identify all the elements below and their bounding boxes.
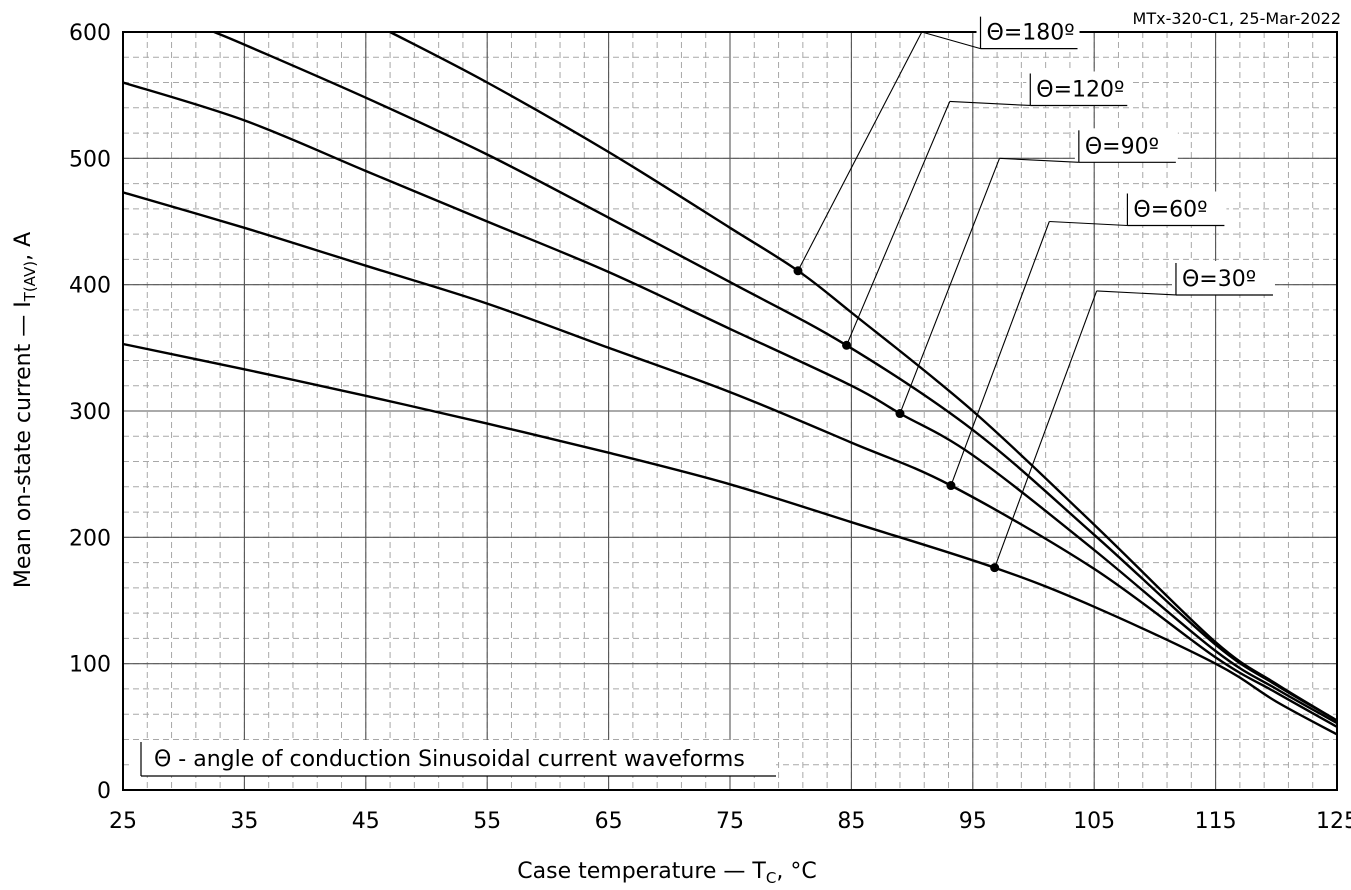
series-marker	[895, 409, 905, 419]
y-tick-label: 100	[69, 653, 111, 678]
y-tick-label: 600	[69, 21, 111, 46]
callout-bg	[1171, 260, 1275, 295]
callout-leader	[994, 290, 1098, 568]
series-marker	[793, 266, 803, 276]
x-tick-label: 25	[109, 809, 137, 834]
x-tick-label: 125	[1316, 809, 1351, 834]
callout-text: Θ=60º	[1133, 198, 1207, 223]
y-axis-title-sub: T(AV)	[21, 261, 39, 302]
callout-text: Θ=30º	[1182, 267, 1256, 292]
x-tick-label: 35	[230, 809, 258, 834]
plot-frame	[122, 31, 1338, 791]
x-tick-label: 105	[1073, 809, 1115, 834]
series-line	[389, 30, 1338, 722]
callout-label: Θ=180º	[921, 14, 1080, 50]
callout-leader	[797, 31, 923, 272]
x-axis-title-prefix: Case temperature — T	[517, 859, 766, 884]
y-axis-title: Mean on-state current — IT(AV), A	[11, 232, 39, 588]
callout-label: Θ=90º	[999, 128, 1178, 163]
y-axis-title-prefix: Mean on-state current — I	[11, 301, 36, 588]
x-tick-label: 75	[716, 809, 744, 834]
x-tick-label: 115	[1195, 809, 1237, 834]
y-tick-label: 200	[69, 526, 111, 551]
callout-text: Θ=120º	[1036, 77, 1124, 102]
callout-leader-tail	[1096, 290, 1176, 296]
callout-leader-tail	[949, 100, 1031, 107]
callout-label: Θ=60º	[1049, 191, 1227, 227]
series-marker	[842, 340, 852, 350]
callout-bg	[976, 14, 1080, 49]
y-tick-label: 500	[69, 147, 111, 172]
callout-leader-tail	[921, 31, 981, 50]
callout-label: Θ=30º	[1096, 260, 1275, 296]
callout-text: Θ=180º	[987, 21, 1075, 46]
callout-bg	[1074, 128, 1178, 163]
callout-leader-tail	[999, 157, 1079, 163]
y-tick-label: 400	[69, 274, 111, 299]
annotation-box: Θ - angle of conduction Sinusoidal curre…	[132, 740, 776, 777]
series-marker	[946, 481, 956, 491]
series-line	[122, 191, 1338, 728]
markers	[793, 266, 1000, 573]
annotation-box-bg	[132, 740, 776, 776]
x-tick-label: 95	[959, 809, 987, 834]
y-tick-label: 0	[97, 779, 111, 804]
callout-leaders	[797, 31, 1098, 568]
x-tick-labels: 25 35 45 55 65 75 85 95 105 115 125	[109, 809, 1351, 834]
callouts: Θ=180º Θ=120º Θ=90º Θ=60º Θ=30º	[921, 14, 1275, 296]
x-tick-label: 85	[837, 809, 865, 834]
y-tick-labels: 0 100 200 300 400 500 600	[69, 21, 111, 804]
annotation-text: Θ - angle of conduction Sinusoidal curre…	[154, 747, 745, 772]
callout-label: Θ=120º	[949, 71, 1130, 107]
y-axis-title-suffix: , A	[11, 232, 36, 261]
series-marker	[990, 563, 1000, 573]
callout-bg	[1123, 191, 1227, 226]
chart-note: MTx-320-C1, 25-Mar-2022	[1133, 9, 1341, 28]
callout-leader	[846, 101, 951, 346]
callout-text: Θ=90º	[1085, 134, 1159, 159]
series-line	[122, 342, 1338, 736]
callout-leader	[899, 158, 1001, 414]
y-tick-label: 300	[69, 400, 111, 425]
series-line	[122, 81, 1338, 725]
callout-leader-tail	[1049, 220, 1128, 227]
x-tick-label: 55	[473, 809, 501, 834]
series-line	[213, 30, 1338, 722]
x-axis-title: Case temperature — TC, °C	[517, 859, 816, 887]
callout-leader	[950, 221, 1050, 486]
series-lines	[122, 30, 1338, 736]
x-tick-label: 45	[352, 809, 380, 834]
x-tick-label: 65	[595, 809, 623, 834]
x-axis-title-sub: C	[766, 869, 776, 887]
x-axis-title-suffix: , °C	[776, 859, 816, 884]
callout-bg	[1026, 71, 1130, 106]
